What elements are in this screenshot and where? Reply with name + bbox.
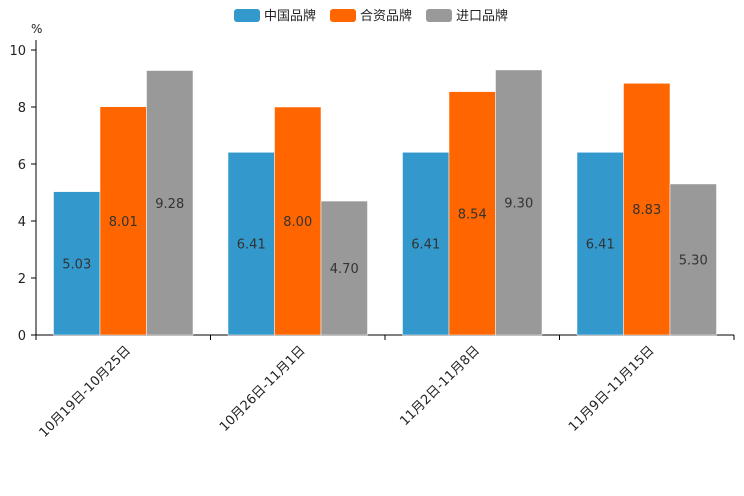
bar (227, 152, 275, 336)
y-tick-label: 4 (18, 215, 26, 230)
y-tick-label: 0 (18, 329, 26, 344)
bar (146, 70, 194, 336)
bar (576, 152, 624, 336)
bars (53, 69, 717, 336)
data-label: 8.00 (283, 215, 312, 230)
x-tick-label: 11月2日-11月8日 (397, 343, 483, 429)
data-label: 8.83 (632, 203, 661, 218)
legend-swatch (426, 9, 452, 22)
x-axis: 10月19日-10月25日 10月26日-11月1日 11月2日-11月8日 11月9… (35, 334, 735, 441)
legend-swatch (234, 9, 260, 22)
bar (320, 200, 368, 336)
data-label: 6.41 (411, 238, 440, 253)
bar (495, 69, 543, 336)
x-tick-label: 10月26日-11月1日 (217, 343, 309, 435)
y-axis-unit-label: % (31, 22, 42, 36)
legend-label: 合资品牌 (360, 8, 412, 24)
bar (402, 152, 450, 336)
data-labels: 5.03 6.41 6.41 6.41 8.01 8.00 8.54 8.83 9.28 4.70… (62, 196, 707, 277)
legend: 中国品牌 合资品牌 进口品牌 (234, 8, 508, 24)
y-tick-label: 10 (9, 44, 26, 59)
bar (448, 91, 496, 336)
data-label: 8.54 (458, 207, 487, 222)
y-axis: 0 2 4 6 8 10 (9, 40, 37, 344)
data-label: 5.30 (679, 253, 708, 268)
data-label: 6.41 (237, 238, 266, 253)
legend-label: 进口品牌 (456, 8, 508, 24)
y-tick-label: 2 (18, 272, 26, 287)
data-label: 9.30 (504, 196, 533, 211)
y-tick-label: 6 (18, 158, 26, 173)
bar (53, 191, 101, 336)
data-label: 5.03 (62, 257, 91, 272)
x-tick-label: 11月9日-11月15日 (566, 343, 658, 435)
bar (99, 106, 147, 336)
legend-swatch (330, 9, 356, 22)
data-label: 4.70 (330, 262, 359, 277)
y-tick-label: 8 (18, 101, 26, 116)
legend-label: 中国品牌 (264, 8, 316, 24)
data-label: 9.28 (155, 197, 184, 212)
bar (274, 106, 322, 336)
data-label: 8.01 (109, 215, 138, 230)
data-label: 6.41 (586, 238, 615, 253)
x-tick-label: 10月19日-10月25日 (37, 343, 134, 440)
bar (669, 183, 717, 336)
